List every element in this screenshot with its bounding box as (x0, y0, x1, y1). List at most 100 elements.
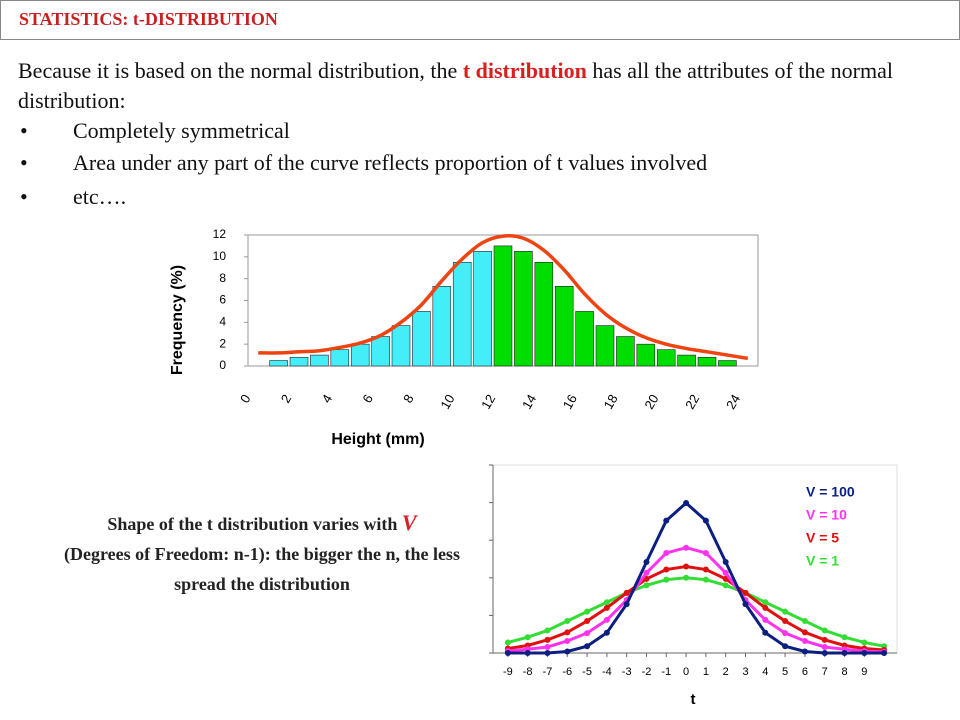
bar (595, 325, 615, 367)
x-tick-label: 24 (723, 392, 743, 412)
x-tick-label: -4 (602, 666, 612, 678)
x-tick-label: 0 (683, 666, 689, 678)
series-line (507, 576, 885, 648)
point (702, 517, 709, 524)
x-tick-label: 6 (359, 392, 376, 406)
legend-entry: V = 100 (806, 484, 855, 500)
point (544, 650, 551, 656)
x-tick-label: -1 (661, 666, 671, 678)
point (861, 639, 868, 646)
point (603, 616, 610, 623)
caption-lead: Shape of the t distribution varies with (107, 514, 402, 534)
point (603, 629, 610, 636)
bar (289, 356, 309, 367)
bar (310, 354, 329, 367)
y-tick-label: 10 (213, 249, 227, 263)
point (663, 566, 670, 573)
x-tick-label: -2 (642, 666, 652, 678)
bar (616, 336, 635, 367)
x-tick-label: -6 (562, 666, 572, 678)
point (643, 569, 650, 576)
bar (534, 261, 554, 367)
point (782, 608, 789, 615)
point (623, 589, 630, 596)
caption-rest: (Degrees of Freedom: n-1): the bigger th… (64, 544, 460, 594)
point (524, 650, 531, 656)
x-axis-label: Height (mm) (331, 431, 424, 448)
y-tick-label: 12 (213, 227, 227, 241)
series-line (507, 500, 885, 655)
x-tick-label: 7 (822, 666, 828, 678)
point (742, 601, 749, 608)
point (762, 629, 769, 636)
x-tick-label: 8 (841, 666, 847, 678)
caption-symbol: V (401, 510, 417, 535)
bullet-text: Completely symmetrical (73, 118, 290, 143)
point (603, 599, 610, 606)
point (603, 604, 610, 611)
header-title: STATISTICS: t-DISTRIBUTION (19, 9, 278, 29)
x-tick-label: 22 (682, 392, 702, 412)
point (504, 650, 511, 656)
plot-frame (493, 464, 898, 653)
x-tick-label: -7 (543, 666, 553, 678)
point (544, 627, 551, 634)
point (742, 589, 749, 596)
intro-part: Because it is based on the normal distri… (18, 58, 463, 83)
bar (412, 311, 431, 367)
x-tick-label: -9 (503, 666, 513, 678)
point (801, 637, 808, 644)
legend-entry: V = 5 (806, 530, 839, 546)
x-tick-label: 14 (519, 392, 539, 412)
point (762, 616, 769, 623)
point (762, 604, 769, 611)
point (623, 601, 630, 608)
point (584, 643, 591, 650)
point (861, 650, 868, 656)
legend-entry: V = 10 (806, 507, 847, 523)
point (544, 636, 551, 643)
bar (330, 349, 350, 367)
point (821, 643, 828, 650)
bar (677, 354, 696, 367)
point (702, 566, 709, 573)
point (564, 629, 571, 636)
point (683, 574, 690, 581)
point (504, 639, 511, 646)
point (663, 517, 670, 524)
x-tick-label: -5 (582, 666, 592, 678)
point (663, 576, 670, 583)
y-axis-label: Frequency (%) (169, 265, 186, 375)
point (801, 648, 808, 655)
x-tick-label: 6 (802, 666, 808, 678)
point (702, 576, 709, 583)
bar (473, 251, 492, 367)
point (683, 499, 690, 506)
point (702, 549, 709, 556)
y-tick-label: 0 (219, 358, 226, 372)
bar (656, 349, 676, 367)
point (841, 650, 848, 656)
bar (554, 286, 574, 367)
x-tick-label: 10 (437, 392, 457, 412)
x-axis-label: t (691, 691, 696, 708)
series-line (507, 546, 885, 654)
point (584, 608, 591, 615)
bar (269, 360, 288, 367)
point (643, 559, 650, 566)
point (782, 618, 789, 625)
x-tick-label: 0 (237, 392, 254, 406)
point (821, 627, 828, 634)
series-line (507, 565, 885, 652)
y-tick-label: 6 (219, 293, 226, 307)
intro-highlight: t distribution (462, 58, 587, 83)
point (683, 563, 690, 570)
x-tick-label: 3 (742, 666, 748, 678)
bar (493, 245, 513, 367)
point (722, 569, 729, 576)
bar (371, 336, 390, 367)
y-tick-label: 8 (219, 271, 226, 285)
point (584, 618, 591, 625)
intro-part: has all the attributes of the normal dis… (18, 58, 893, 113)
